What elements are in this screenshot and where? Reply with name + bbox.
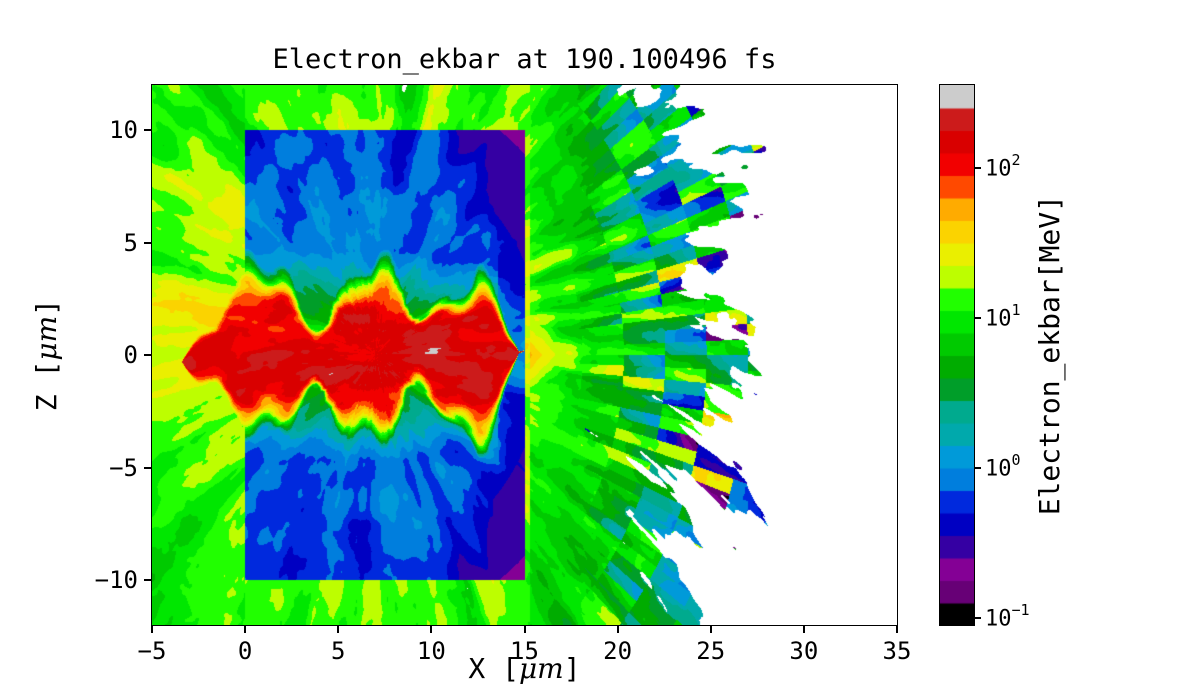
x-tick	[337, 625, 340, 633]
y-tick-label: 0	[123, 341, 138, 369]
x-tick-label: 5	[331, 637, 346, 665]
x-tick	[151, 625, 153, 633]
heatmap-canvas	[152, 85, 897, 625]
x-tick-label: 25	[696, 637, 726, 665]
colorbar-tick	[974, 166, 981, 169]
y-tick	[144, 241, 152, 244]
x-axis-label-wrap: X [μm]	[152, 652, 897, 685]
mu-unit: μm	[29, 315, 63, 361]
colorbar-tick	[974, 316, 981, 319]
exponent: 0	[1011, 450, 1021, 469]
y-tick	[144, 579, 152, 581]
y-tick-label: 5	[123, 228, 138, 257]
x-tick-label: 30	[789, 637, 819, 665]
x-tick	[709, 625, 712, 633]
x-tick	[616, 625, 619, 633]
y-tick-label: −10	[94, 566, 138, 594]
x-tick-label: 10	[416, 637, 446, 665]
exponent: 1	[1011, 300, 1021, 319]
colorbar-tick-label: 101	[985, 300, 1021, 331]
colorbar-label-wrap: Electron_ekbar[MeV]	[1024, 85, 1074, 625]
x-tick	[802, 625, 805, 633]
exponent: 2	[1011, 150, 1021, 169]
y-axis-label: Z [μm]	[29, 298, 63, 412]
plot-title: Electron_ekbar at 190.100496 fs	[272, 44, 777, 75]
x-tick	[244, 625, 247, 633]
x-tick	[430, 625, 433, 633]
colorbar-tick-label: 10−1	[985, 600, 1030, 631]
x-tick-label: 35	[882, 637, 912, 665]
y-tick	[144, 354, 152, 356]
colorbar-tick	[974, 466, 981, 469]
colorbar-canvas	[940, 85, 974, 625]
x-tick	[523, 625, 526, 633]
colorbar-tick-label: 100	[985, 450, 1021, 481]
y-tick-label: −5	[109, 453, 138, 482]
x-tick-label: 15	[510, 637, 539, 665]
x-tick	[896, 625, 898, 633]
x-tick-label: −5	[137, 637, 167, 665]
y-axis-label-wrap: Z [μm]	[26, 85, 66, 625]
colorbar-tick	[974, 616, 981, 619]
x-tick-label: 0	[237, 637, 253, 665]
x-tick-label: 20	[603, 637, 633, 665]
y-tick	[144, 466, 152, 469]
mu-unit: μm	[518, 652, 564, 685]
x-axis-label: X [μm]	[468, 652, 581, 685]
y-tick	[144, 129, 152, 131]
y-tick-label: 10	[109, 116, 138, 144]
colorbar-tick-label: 102	[985, 150, 1021, 181]
exponent: −1	[1011, 600, 1030, 619]
colorbar-label: Electron_ekbar[MeV]	[1032, 194, 1066, 516]
